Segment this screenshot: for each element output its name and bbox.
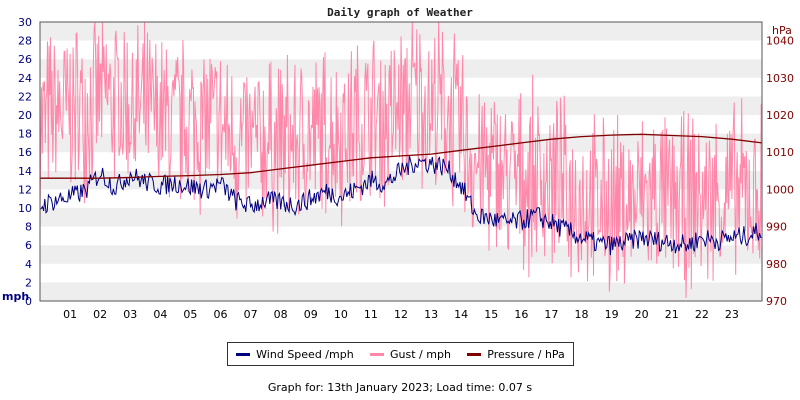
x-tick: 05 xyxy=(183,308,197,321)
y-left-tick: 4 xyxy=(25,258,32,271)
y-left-tick: 14 xyxy=(18,165,32,178)
grid-band xyxy=(40,152,762,171)
y-right-tick: 1010 xyxy=(766,146,794,159)
x-tick: 13 xyxy=(424,308,438,321)
y-left-tick: 6 xyxy=(25,239,32,252)
legend-swatch-wind xyxy=(236,352,251,356)
x-tick: 10 xyxy=(334,308,348,321)
grid-band xyxy=(40,189,762,208)
x-tick: 04 xyxy=(153,308,167,321)
x-tick: 06 xyxy=(214,308,228,321)
x-tick: 17 xyxy=(544,308,558,321)
x-tick: 02 xyxy=(93,308,107,321)
y-left-label: mph xyxy=(2,290,29,303)
x-tick: 15 xyxy=(484,308,498,321)
x-tick: 03 xyxy=(123,308,137,321)
plot-frame xyxy=(39,21,763,302)
y-left-tick: 18 xyxy=(18,128,32,141)
x-tick: 22 xyxy=(695,308,709,321)
footer-text: Graph for: 13th January 2023; Load time:… xyxy=(267,381,533,394)
series-line-wind xyxy=(39,155,763,256)
x-tick: 20 xyxy=(635,308,649,321)
x-tick: 01 xyxy=(63,308,77,321)
legend-swatch-gust xyxy=(370,352,385,356)
x-axis-ticks: 01 02 03 04 05 06 07 08 09 10 11 12 13 14 15 16 17 18 19 20… xyxy=(63,308,739,321)
x-tick: 21 xyxy=(665,308,679,321)
series-line-gust xyxy=(39,21,763,299)
x-tick: 07 xyxy=(244,308,258,321)
grid-band xyxy=(40,133,762,153)
x-tick: 09 xyxy=(304,308,318,321)
legend-item-wind: Wind Speed /mph xyxy=(236,348,354,361)
legend-label-wind: Wind Speed /mph xyxy=(256,347,354,361)
y-left-tick: 0 xyxy=(25,295,32,308)
grid-band xyxy=(40,282,762,301)
y-right-tick: 990 xyxy=(766,221,787,234)
y-right-tick: 1020 xyxy=(766,109,794,122)
x-tick: 18 xyxy=(575,308,589,321)
x-tick: 11 xyxy=(364,308,378,321)
x-tick: 19 xyxy=(605,308,619,321)
grid-band xyxy=(40,263,762,283)
y-left-tick: 30 xyxy=(18,16,32,29)
y-right-tick: 970 xyxy=(766,295,787,308)
y-right-tick: 1030 xyxy=(766,72,794,85)
y-left-tick: 26 xyxy=(18,53,32,66)
y-right-tick: 980 xyxy=(766,258,787,271)
legend-label-gust: Gust / mph xyxy=(390,347,451,361)
y-left-tick: 24 xyxy=(18,72,32,85)
x-tick: 08 xyxy=(274,308,288,321)
legend-label-pressure: Pressure / hPa xyxy=(487,347,565,361)
grid-band xyxy=(40,245,762,264)
y-right-label: hPa xyxy=(772,24,792,37)
y-right-axis-ticks: 970 980 990 1000 1010 1020 1030 1040 xyxy=(766,35,794,308)
y-right-tick: 1040 xyxy=(766,35,794,48)
y-left-tick: 28 xyxy=(18,35,32,48)
legend-item-gust: Gust / mph xyxy=(370,348,451,361)
y-left-tick: 16 xyxy=(18,146,32,159)
series-line-pressure xyxy=(40,133,763,179)
chart-title: Daily graph of Weather xyxy=(327,6,473,19)
y-left-tick: 12 xyxy=(18,183,32,196)
series-lines xyxy=(39,21,763,299)
x-tick: 16 xyxy=(514,308,528,321)
x-tick: 23 xyxy=(725,308,739,321)
grid-band xyxy=(40,208,762,227)
x-tick: 12 xyxy=(394,308,408,321)
y-left-tick: 10 xyxy=(18,202,32,215)
grid-band xyxy=(40,170,762,190)
y-left-tick: 8 xyxy=(25,221,32,234)
y-left-tick: 22 xyxy=(18,90,32,103)
x-tick: 14 xyxy=(454,308,468,321)
y-left-tick: 2 xyxy=(25,276,32,289)
legend: Wind Speed /mph Gust / mph Pressure / hP… xyxy=(227,342,574,366)
legend-item-pressure: Pressure / hPa xyxy=(467,348,565,361)
y-right-tick: 1000 xyxy=(766,183,794,196)
legend-swatch-pressure xyxy=(467,352,482,356)
y-left-tick: 20 xyxy=(18,109,32,122)
grid-band xyxy=(40,22,762,41)
